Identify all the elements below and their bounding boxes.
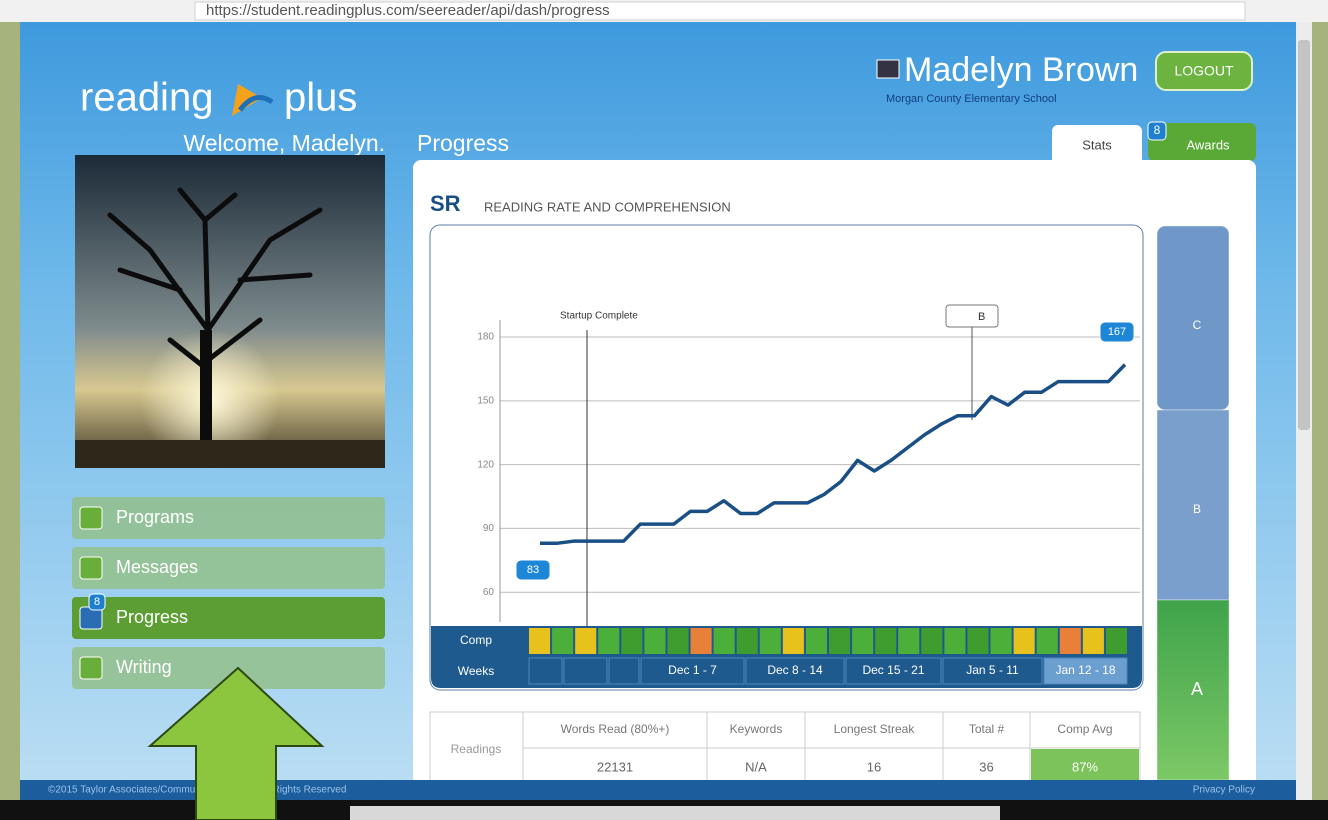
row-header: Readings xyxy=(451,742,502,756)
column-header: Keywords xyxy=(730,722,783,736)
cell: 22131 xyxy=(597,759,633,774)
avatar xyxy=(877,60,899,78)
chart-box xyxy=(430,225,1143,690)
column-header: Total # xyxy=(969,722,1005,736)
trunk xyxy=(200,330,212,440)
value-label: 167 xyxy=(1108,326,1126,338)
url[interactable]: https://student.readingplus.com/seereade… xyxy=(206,2,610,19)
comp-cell xyxy=(575,628,596,654)
row-label: Weeks xyxy=(458,664,494,678)
comp-cell xyxy=(621,628,642,654)
chart-title: READING RATE AND COMPREHENSION xyxy=(484,199,731,214)
comp-cell xyxy=(967,628,988,654)
nav-icon[interactable] xyxy=(80,507,102,529)
page-title: Progress xyxy=(417,130,509,156)
y-tick-label: 60 xyxy=(483,587,495,598)
school-name: Morgan County Elementary School xyxy=(886,93,1057,105)
logo-text: plus xyxy=(284,76,357,120)
week-label: Dec 15 - 21 xyxy=(862,663,924,677)
week-cell xyxy=(529,658,562,684)
chart-logo: SR xyxy=(430,191,461,216)
comp-cell xyxy=(875,628,896,654)
nav-label[interactable]: Messages xyxy=(116,557,198,577)
comp-cell xyxy=(829,628,850,654)
user-name: Madelyn Brown xyxy=(904,51,1138,89)
nav-label[interactable]: Writing xyxy=(116,657,172,677)
comp-cell xyxy=(921,628,942,654)
privacy-link[interactable]: Privacy Policy xyxy=(1193,785,1255,796)
level-label: C xyxy=(1193,318,1202,332)
photo xyxy=(75,155,385,470)
level-label: A xyxy=(1191,679,1203,699)
tab-label[interactable]: Stats xyxy=(1082,137,1112,152)
badge-count: 8 xyxy=(94,596,100,608)
nav-label[interactable]: Programs xyxy=(116,507,194,527)
logo-text: reading xyxy=(80,76,213,120)
column-header: Longest Streak xyxy=(834,722,916,736)
tab-label[interactable]: Awards xyxy=(1186,137,1230,152)
page: {"browser": {"url": "https://student.rea… xyxy=(0,0,1328,820)
week-label: Dec 8 - 14 xyxy=(767,663,823,677)
comp-cell xyxy=(552,628,573,654)
week-cell xyxy=(564,658,607,684)
comp-cell xyxy=(852,628,873,654)
y-tick-label: 180 xyxy=(477,332,494,343)
comp-cell xyxy=(667,628,688,654)
column-header: Words Read (80%+) xyxy=(561,722,670,736)
comp-cell xyxy=(783,628,804,654)
comp-cell xyxy=(991,628,1012,654)
row-label: Comp xyxy=(460,633,492,647)
logout-label[interactable]: LOGOUT xyxy=(1174,63,1234,79)
comp-cell xyxy=(529,628,550,654)
popup-edge xyxy=(350,806,1000,820)
week-label: Jan 5 - 11 xyxy=(966,663,1019,677)
nav-icon[interactable] xyxy=(80,657,102,679)
week-label: Dec 1 - 7 xyxy=(668,663,717,677)
annotation: Startup Complete xyxy=(560,311,638,322)
cell: 16 xyxy=(867,759,881,774)
y-tick-label: 150 xyxy=(477,395,494,406)
side-strip xyxy=(0,0,20,820)
comp-cell xyxy=(898,628,919,654)
scroll-thumb[interactable] xyxy=(1298,40,1310,430)
week-label: Jan 12 - 18 xyxy=(1055,663,1115,677)
y-tick-label: 90 xyxy=(483,523,495,534)
cell: 36 xyxy=(979,759,993,774)
comp-cell xyxy=(944,628,965,654)
comp-cell xyxy=(644,628,665,654)
screen: https://student.readingplus.com/seereade… xyxy=(0,0,1328,820)
comp-cell xyxy=(691,628,712,654)
comp-cell xyxy=(1037,628,1058,654)
column-header: Comp Avg xyxy=(1057,722,1112,736)
annotation: B xyxy=(978,311,985,323)
comp-cell xyxy=(1060,628,1081,654)
comp-cell xyxy=(1014,628,1035,654)
annotation-box xyxy=(946,305,998,327)
comp-cell xyxy=(806,628,827,654)
value-label: 83 xyxy=(527,564,539,576)
comp-cell xyxy=(714,628,735,654)
week-cell xyxy=(609,658,639,684)
y-tick-label: 120 xyxy=(477,459,494,470)
cell: N/A xyxy=(745,759,767,774)
nav-label[interactable]: Progress xyxy=(116,607,188,627)
comp-cell xyxy=(598,628,619,654)
side-strip xyxy=(1312,0,1328,820)
cell: 87% xyxy=(1072,759,1098,774)
welcome: Welcome, Madelyn. xyxy=(183,130,385,156)
comp-cell xyxy=(1106,628,1127,654)
badge-count: 8 xyxy=(1154,123,1161,137)
comp-cell xyxy=(1083,628,1104,654)
level-label: B xyxy=(1193,502,1201,516)
levels: C B A xyxy=(1157,226,1229,780)
comp-cell xyxy=(760,628,781,654)
ground xyxy=(75,440,385,468)
nav-icon[interactable] xyxy=(80,557,102,579)
comp-cell xyxy=(737,628,758,654)
